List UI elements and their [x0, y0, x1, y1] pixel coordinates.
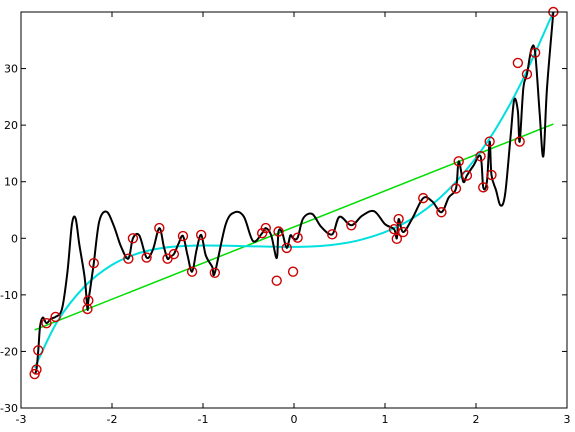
data-point: [195, 229, 207, 241]
data-point: [436, 207, 447, 218]
data-point: [292, 232, 303, 243]
data-point: [393, 213, 404, 225]
points-layer: [29, 6, 559, 380]
data-point: [475, 151, 486, 162]
data-point: [486, 169, 497, 181]
x-tick-label: 3: [564, 413, 571, 426]
data-point: [41, 317, 52, 329]
data-point: [346, 220, 357, 231]
data-point: [453, 156, 464, 167]
x-tick-label: -1: [198, 413, 209, 426]
y-tick-label: -30: [0, 402, 18, 415]
data-point: [50, 311, 61, 323]
data-point: [514, 136, 525, 147]
data-point: [484, 136, 495, 147]
data-point: [461, 170, 473, 181]
x-tick-label: 1: [382, 413, 389, 426]
data-point: [450, 183, 462, 194]
data-point: [271, 275, 282, 286]
x-tick-label: 0: [291, 413, 298, 426]
data-point: [273, 226, 284, 237]
axes-layer: [21, 12, 567, 408]
data-point: [186, 266, 198, 277]
x-tick-label: -3: [16, 413, 27, 426]
data-point: [529, 47, 541, 58]
data-point: [398, 226, 409, 238]
data-point: [168, 248, 180, 260]
plot-background: [21, 12, 567, 408]
data-point: [29, 368, 40, 380]
y-tick-label: 0: [11, 232, 18, 245]
y-tick-label: 10: [4, 176, 18, 189]
y-tick-label: -20: [0, 345, 18, 358]
data-point: [127, 233, 139, 244]
x-tick-label: 2: [473, 413, 480, 426]
data-point: [33, 345, 44, 356]
data-point: [31, 364, 42, 375]
data-point: [177, 230, 189, 242]
data-point: [260, 222, 271, 234]
y-tick-label: 20: [4, 119, 18, 132]
interpolant-layer: [33, 11, 555, 375]
data-point: [123, 253, 134, 264]
y-tick-label: 30: [4, 63, 18, 76]
data-point: [88, 257, 100, 269]
linear-fit-line: [34, 123, 554, 331]
linear-fit-layer: [34, 123, 554, 331]
y-tick-label: -10: [0, 289, 18, 302]
data-point: [521, 69, 533, 80]
interpolant-curve: [33, 11, 555, 375]
data-point: [418, 192, 429, 204]
data-point: [388, 224, 400, 235]
data-point: [478, 182, 489, 193]
data-point: [512, 57, 524, 69]
data-point: [327, 229, 338, 240]
data-point: [154, 222, 165, 234]
data-point: [209, 267, 221, 278]
data-point: [141, 252, 152, 263]
data-point: [391, 233, 403, 245]
data-point: [83, 295, 94, 306]
data-point: [287, 266, 299, 277]
data-point: [281, 242, 292, 254]
x-tick-label: -2: [107, 413, 118, 426]
